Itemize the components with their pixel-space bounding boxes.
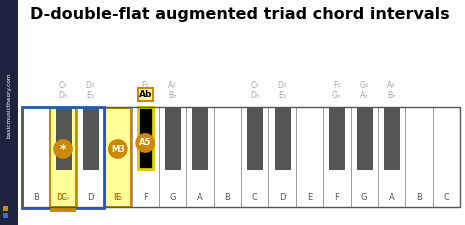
Bar — [274, 107, 290, 169]
Bar — [159, 107, 186, 207]
Bar — [213, 107, 241, 207]
Bar — [351, 107, 378, 207]
Text: E♭: E♭ — [86, 90, 94, 99]
Bar — [22, 107, 49, 207]
Bar — [357, 107, 372, 169]
Bar — [329, 107, 345, 169]
Text: D-double-flat augmented triad chord intervals: D-double-flat augmented triad chord inte… — [30, 7, 450, 22]
Bar — [247, 107, 262, 169]
Text: A: A — [197, 193, 203, 202]
Text: C: C — [252, 193, 258, 202]
Text: G: G — [361, 193, 367, 202]
Text: G♯: G♯ — [359, 81, 369, 90]
Bar — [384, 107, 399, 169]
Text: C: C — [60, 193, 66, 202]
Text: D♯: D♯ — [277, 81, 287, 90]
Text: G: G — [169, 193, 176, 202]
Bar — [405, 107, 432, 207]
Text: basicmusictheory.com: basicmusictheory.com — [7, 72, 12, 138]
Text: C: C — [443, 193, 449, 202]
Text: D: D — [279, 193, 286, 202]
Text: D♯: D♯ — [86, 81, 95, 90]
Text: E: E — [307, 193, 312, 202]
Text: A♭: A♭ — [360, 90, 369, 99]
Text: D♭: D♭ — [250, 90, 259, 99]
Bar — [186, 107, 213, 207]
Text: F♯: F♯ — [333, 81, 341, 90]
Text: D: D — [87, 193, 93, 202]
Bar — [3, 213, 8, 218]
Text: F♯: F♯ — [141, 81, 149, 90]
FancyBboxPatch shape — [138, 88, 153, 101]
Text: G♭: G♭ — [140, 90, 150, 99]
Text: C♯: C♯ — [250, 81, 259, 90]
Text: B♭: B♭ — [168, 90, 177, 99]
Text: D♭♭: D♭♭ — [56, 193, 70, 202]
Circle shape — [108, 139, 128, 159]
Text: A♯: A♯ — [168, 81, 177, 90]
Text: G♭: G♭ — [332, 90, 342, 99]
Bar — [77, 107, 104, 207]
Text: E♭: E♭ — [278, 90, 286, 99]
Bar — [83, 107, 98, 169]
Bar — [138, 107, 153, 169]
Text: Ab: Ab — [139, 90, 152, 99]
Circle shape — [135, 133, 155, 153]
Bar — [296, 107, 323, 207]
Circle shape — [53, 139, 73, 159]
Bar — [432, 107, 460, 207]
Text: B: B — [225, 193, 230, 202]
Bar — [378, 107, 405, 207]
Text: B: B — [33, 193, 39, 202]
Bar — [22, 107, 104, 208]
Bar — [50, 108, 76, 207]
Bar — [165, 107, 180, 169]
Text: A: A — [389, 193, 394, 202]
Bar — [3, 206, 8, 211]
Bar — [193, 107, 207, 169]
Text: F♭: F♭ — [113, 193, 123, 202]
Text: F: F — [143, 193, 147, 202]
Bar — [50, 207, 76, 212]
Bar — [55, 107, 71, 169]
Text: E: E — [115, 193, 120, 202]
Text: F: F — [334, 193, 339, 202]
Text: *: * — [60, 142, 66, 155]
Bar — [22, 107, 460, 207]
Text: B: B — [416, 193, 422, 202]
Text: A♯: A♯ — [387, 81, 396, 90]
Bar — [323, 107, 351, 207]
Text: D♭: D♭ — [58, 90, 68, 99]
Bar — [132, 107, 159, 207]
Bar — [104, 107, 132, 207]
Text: A5: A5 — [139, 138, 152, 147]
Bar — [49, 107, 77, 207]
Bar — [0, 0, 18, 225]
Bar — [268, 107, 296, 207]
Text: C♯: C♯ — [59, 81, 67, 90]
Text: B♭: B♭ — [387, 90, 396, 99]
Bar — [105, 108, 131, 207]
Bar — [241, 107, 268, 207]
Text: M3: M3 — [111, 144, 125, 153]
